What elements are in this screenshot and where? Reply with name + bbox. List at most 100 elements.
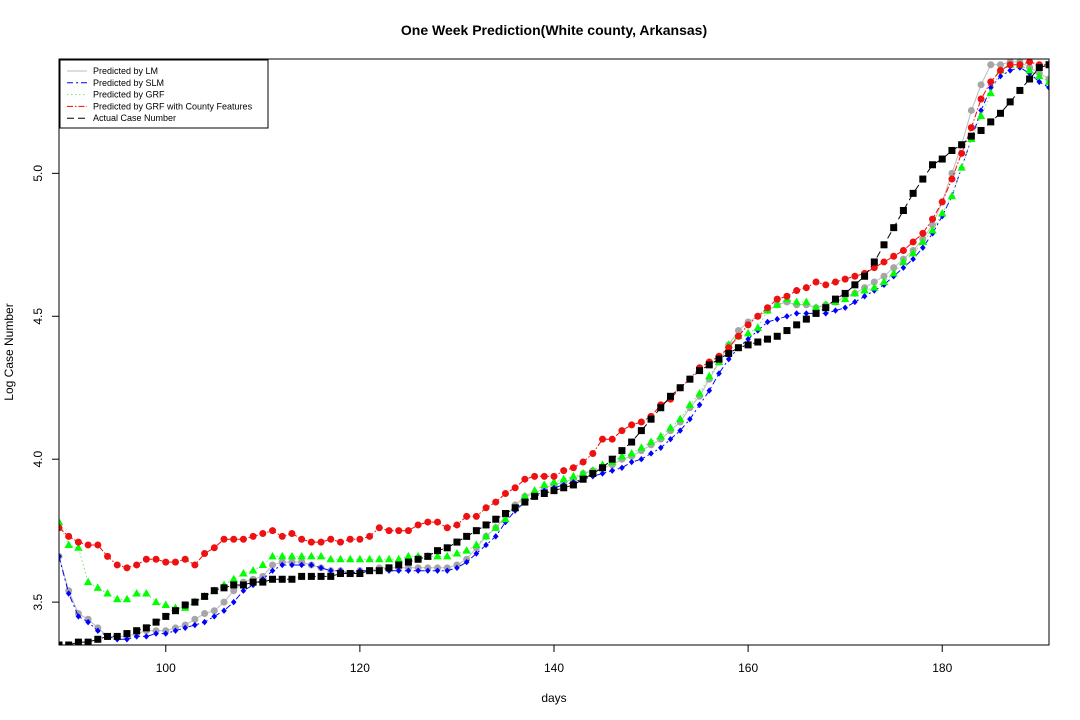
data-point [385, 564, 393, 572]
data-point [637, 427, 645, 435]
data-point [239, 535, 247, 543]
data-point [687, 415, 693, 423]
series-line [59, 64, 1049, 609]
data-point [880, 241, 888, 249]
data-point [569, 464, 577, 472]
data-point [316, 551, 326, 560]
data-point [434, 518, 442, 526]
data-point [269, 567, 276, 574]
data-point [1035, 71, 1044, 80]
data-point [191, 598, 199, 606]
data-point [938, 208, 947, 217]
data-point [716, 370, 722, 377]
x-tick-label: 140 [544, 661, 564, 675]
data-point [463, 512, 471, 520]
data-point [589, 449, 597, 457]
data-point [754, 312, 762, 320]
data-point [967, 124, 975, 132]
data-point [899, 257, 908, 265]
data-point [307, 572, 315, 580]
data-point [860, 286, 869, 294]
data-point [74, 538, 82, 546]
data-point [977, 95, 985, 103]
data-point [725, 349, 733, 357]
data-point [443, 551, 452, 560]
data-point [764, 335, 772, 343]
data-point [84, 541, 92, 549]
data-point [298, 572, 306, 580]
data-point [618, 447, 626, 455]
data-point [192, 621, 198, 629]
data-point [356, 570, 364, 578]
data-point [637, 418, 645, 426]
data-point [1035, 64, 1043, 72]
data-point [958, 141, 966, 149]
data-point [802, 284, 810, 292]
data-point [783, 327, 791, 335]
data-point [133, 561, 141, 569]
data-point [549, 477, 559, 486]
data-point [784, 313, 790, 320]
data-point [802, 315, 810, 323]
legend-item: Actual Case Number [67, 113, 176, 123]
data-point [230, 587, 238, 595]
data-point [161, 600, 170, 608]
x-axis-label: days [541, 691, 566, 705]
data-point [910, 255, 916, 263]
data-point [676, 384, 684, 392]
data-point [259, 578, 267, 586]
data-point [1016, 61, 1024, 69]
data-point [395, 561, 403, 569]
series-4 [59, 59, 1049, 572]
data-point [996, 61, 1004, 69]
data-point [162, 630, 169, 637]
data-point [599, 464, 607, 472]
legend-label: Predicted by GRF with County Features [93, 101, 253, 111]
series-5 [59, 61, 1049, 645]
data-point [657, 404, 665, 412]
data-point [511, 504, 519, 512]
data-point [880, 272, 888, 280]
data-point [463, 558, 470, 566]
data-point [628, 458, 635, 466]
data-point [395, 567, 402, 574]
data-layer [59, 59, 1049, 645]
data-point [706, 387, 713, 394]
data-point [638, 455, 645, 463]
data-point [210, 607, 218, 615]
data-point [84, 638, 92, 645]
data-point [1044, 77, 1049, 85]
data-point [899, 247, 907, 255]
data-point [220, 584, 228, 592]
data-point [269, 561, 277, 569]
data-point [618, 427, 626, 435]
data-point [142, 555, 150, 563]
data-point [987, 84, 994, 91]
data-point [685, 400, 695, 408]
data-point [531, 472, 539, 480]
data-point [822, 310, 829, 317]
data-point [230, 581, 238, 589]
data-point [783, 292, 791, 300]
data-point [133, 633, 140, 640]
data-point [831, 295, 839, 303]
legend-box [59, 59, 269, 129]
data-point [947, 191, 957, 200]
data-point [677, 427, 683, 434]
data-point [104, 632, 112, 640]
data-point [880, 258, 888, 266]
data-point [336, 554, 345, 563]
data-point [667, 435, 674, 443]
data-point [268, 551, 277, 560]
data-point [812, 309, 820, 317]
data-point [317, 572, 325, 580]
data-point [182, 624, 188, 632]
data-point [531, 492, 539, 500]
data-point [269, 527, 277, 535]
data-point [501, 510, 509, 518]
legend-item: Predicted by SLM [67, 78, 164, 88]
data-point [94, 541, 102, 549]
data-point [1025, 65, 1034, 74]
legend-item: Predicted by GRF with County Features [67, 101, 253, 111]
